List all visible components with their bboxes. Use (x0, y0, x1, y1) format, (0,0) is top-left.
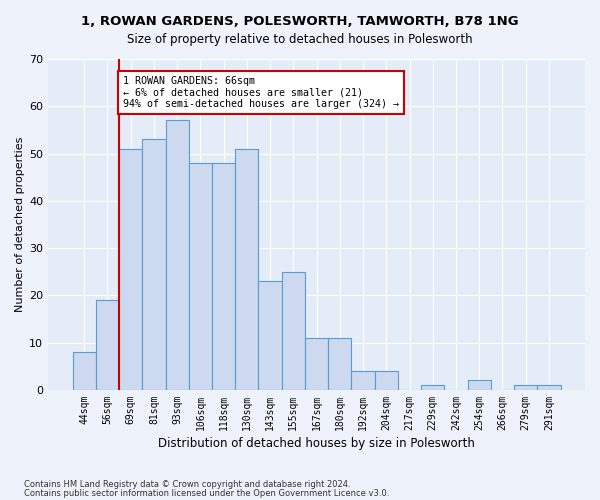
Text: Contains HM Land Registry data © Crown copyright and database right 2024.: Contains HM Land Registry data © Crown c… (24, 480, 350, 489)
Bar (374, 371, 398, 390)
Bar (352, 371, 374, 390)
Bar (212, 163, 235, 390)
Bar (421, 385, 445, 390)
Bar (259, 281, 282, 390)
Text: Size of property relative to detached houses in Polesworth: Size of property relative to detached ho… (127, 32, 473, 46)
Text: 1, ROWAN GARDENS, POLESWORTH, TAMWORTH, B78 1NG: 1, ROWAN GARDENS, POLESWORTH, TAMWORTH, … (81, 15, 519, 28)
X-axis label: Distribution of detached houses by size in Polesworth: Distribution of detached houses by size … (158, 437, 475, 450)
Bar (467, 380, 491, 390)
Text: 1 ROWAN GARDENS: 66sqm
← 6% of detached houses are smaller (21)
94% of semi-deta: 1 ROWAN GARDENS: 66sqm ← 6% of detached … (122, 76, 398, 108)
Bar (119, 149, 142, 390)
Text: Contains public sector information licensed under the Open Government Licence v3: Contains public sector information licen… (24, 488, 389, 498)
Bar (514, 385, 538, 390)
Bar (235, 149, 259, 390)
Bar (305, 338, 328, 390)
Bar (142, 140, 166, 390)
Bar (73, 352, 96, 390)
Bar (189, 163, 212, 390)
Y-axis label: Number of detached properties: Number of detached properties (15, 137, 25, 312)
Bar (538, 385, 560, 390)
Bar (166, 120, 189, 390)
Bar (282, 272, 305, 390)
Bar (96, 300, 119, 390)
Bar (328, 338, 352, 390)
